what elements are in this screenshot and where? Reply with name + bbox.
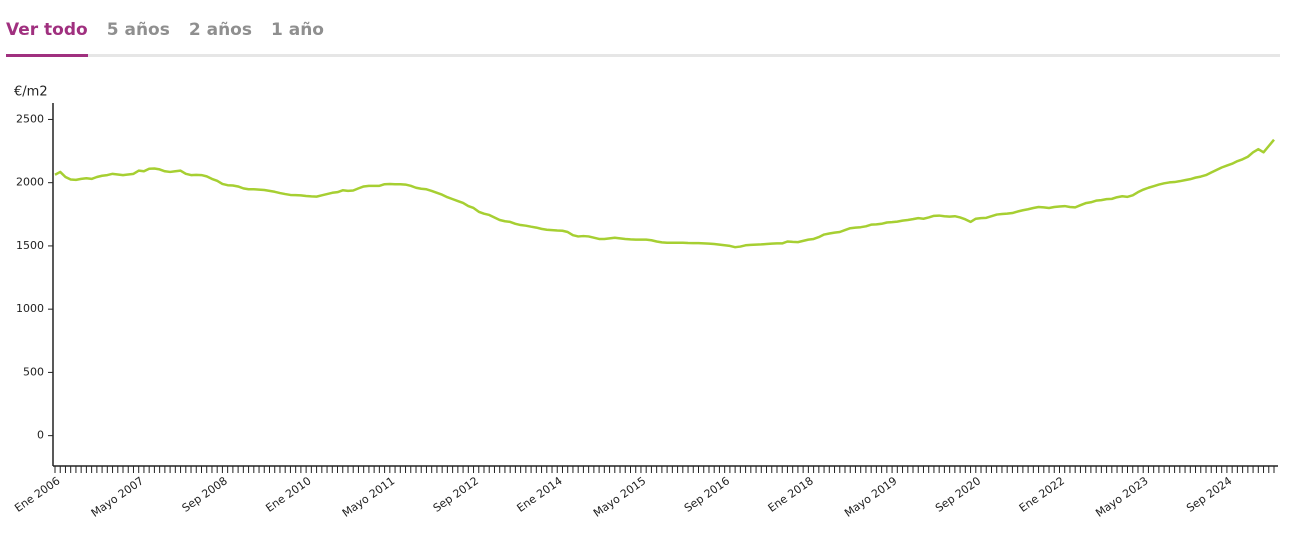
x-tick-label: Mayo 2007 xyxy=(89,474,146,520)
y-tick-label: 0 xyxy=(37,429,44,442)
y-tick-label: 1000 xyxy=(16,302,44,315)
x-tick-label: Ene 2006 xyxy=(12,474,62,515)
y-tick-label: 2000 xyxy=(16,176,44,189)
x-tick-label: Sep 2016 xyxy=(682,474,732,515)
x-tick-label: Sep 2008 xyxy=(180,474,230,515)
y-tick-label: 2500 xyxy=(16,112,44,125)
x-tick-label: Ene 2022 xyxy=(1017,474,1067,515)
x-tick-label: Sep 2012 xyxy=(431,474,481,515)
x-tick-label: Mayo 2019 xyxy=(842,474,899,520)
x-tick-label: Mayo 2015 xyxy=(591,474,648,520)
x-tick-label: Mayo 2011 xyxy=(340,474,397,520)
y-tick-label: 500 xyxy=(23,365,44,378)
price-line xyxy=(54,138,1275,249)
y-tick-label: 1500 xyxy=(16,239,44,252)
tab[interactable]: Ver todo xyxy=(6,20,88,57)
x-tick-label: Sep 2020 xyxy=(933,474,983,515)
x-tick-label: Ene 2010 xyxy=(263,474,313,515)
x-tick-label: Mayo 2023 xyxy=(1093,474,1150,520)
x-tick-label: Ene 2014 xyxy=(514,474,564,515)
x-tick-label: Sep 2024 xyxy=(1184,474,1234,515)
x-tick-label: Ene 2018 xyxy=(766,474,816,515)
tab[interactable]: 2 años xyxy=(188,20,252,40)
tab[interactable]: 5 años xyxy=(106,20,170,40)
y-axis-label: €/m2 xyxy=(14,85,48,100)
range-tabs: Ver todo 5 años 2 años 1 año xyxy=(6,20,1280,57)
tab[interactable]: 1 año xyxy=(270,20,324,40)
